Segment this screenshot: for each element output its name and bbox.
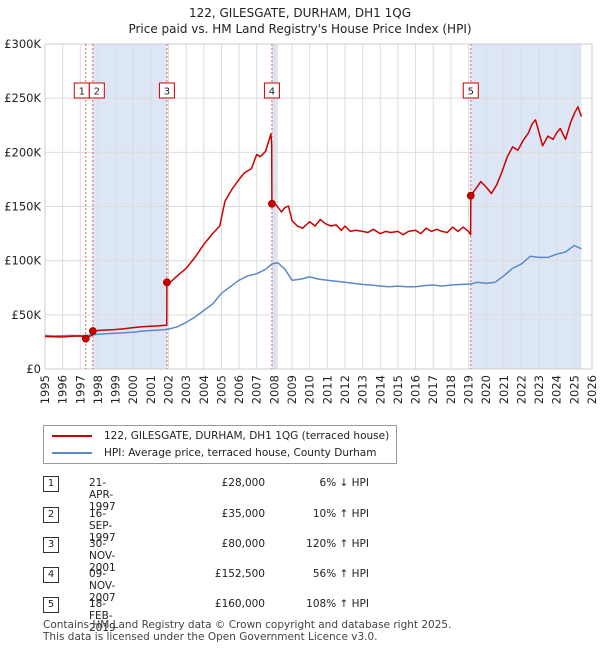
sale-point bbox=[466, 191, 475, 200]
marker-box: 3 bbox=[158, 82, 175, 99]
x-tick-label: 2016 bbox=[409, 375, 423, 404]
transaction-price: £160,000 bbox=[214, 598, 265, 610]
legend-label-hpi: HPI: Average price, terraced house, Coun… bbox=[104, 447, 377, 459]
transaction-hpi-diff: 10% ↑ HPI bbox=[312, 508, 369, 520]
marker-box-label: 1 bbox=[79, 87, 85, 98]
transaction-number: 4 bbox=[43, 567, 59, 583]
marker-box-label: 3 bbox=[164, 87, 170, 98]
x-tick-label: 2000 bbox=[126, 375, 140, 404]
footer-line2: This data is licensed under the Open Gov… bbox=[43, 631, 378, 643]
price-chart: 1 2 3 4 5 £0 £50K £100K £150K £200K £250K £300K 1995… bbox=[4, 37, 599, 404]
marker-box-frame bbox=[88, 82, 105, 99]
x-tick-label: 2010 bbox=[303, 375, 317, 404]
marker-box-frame bbox=[158, 82, 175, 99]
transaction-hpi-diff: 6% ↓ HPI bbox=[319, 477, 369, 489]
x-tick-label: 2024 bbox=[550, 375, 564, 404]
sale-point bbox=[163, 278, 171, 287]
x-tick-label: 2001 bbox=[144, 375, 158, 404]
marker-box-label: 2 bbox=[94, 87, 100, 98]
series-line-property bbox=[44, 106, 583, 340]
x-tick-label: 2003 bbox=[179, 375, 193, 404]
sale-point bbox=[81, 334, 90, 343]
x-tick-label: 2019 bbox=[461, 375, 475, 404]
marker-box-label: 5 bbox=[468, 87, 474, 98]
chart-title-line2: Price paid vs. HM Land Registry's House … bbox=[128, 22, 472, 36]
x-tick-label: 2017 bbox=[426, 375, 440, 404]
legend-line-property bbox=[52, 435, 92, 437]
transaction-date: 16-SEP-1997 bbox=[89, 508, 116, 544]
x-tick-label: 2008 bbox=[267, 375, 281, 404]
y-tick-label: £250K bbox=[4, 91, 41, 105]
transaction-price: £152,500 bbox=[214, 568, 265, 580]
transaction-hpi-diff: 56% ↑ HPI bbox=[312, 568, 369, 580]
x-tick-label: 2015 bbox=[391, 375, 405, 404]
x-tick-label: 2005 bbox=[214, 375, 228, 404]
transaction-number: 1 bbox=[43, 476, 59, 492]
transaction-date: 09-NOV-2007 bbox=[89, 568, 116, 604]
x-tick-label: 2020 bbox=[479, 375, 493, 404]
x-tick-label: 2022 bbox=[514, 375, 528, 404]
x-tick-label: 2002 bbox=[162, 375, 176, 404]
y-tick-label: £300K bbox=[4, 37, 41, 51]
transaction-date: 21-APR-1997 bbox=[89, 477, 116, 513]
x-tick-label: 2026 bbox=[585, 375, 599, 404]
y-tick-label: £100K bbox=[4, 254, 41, 268]
x-tick-label: 1996 bbox=[56, 375, 70, 404]
x-tick-label: 2012 bbox=[338, 375, 352, 404]
marker-box-frame bbox=[462, 82, 479, 99]
transaction-price: £28,000 bbox=[221, 477, 265, 489]
chart-title-line1: 122, GILESGATE, DURHAM, DH1 1QG bbox=[188, 6, 412, 20]
marker-box: 1 bbox=[73, 82, 90, 99]
transaction-number: 5 bbox=[43, 597, 59, 613]
sale-point bbox=[88, 327, 97, 335]
y-tick-label: £50K bbox=[12, 308, 42, 322]
plot-border bbox=[44, 43, 593, 370]
sale-point bbox=[268, 199, 276, 208]
legend-item-hpi: HPI: Average price, terraced house, Coun… bbox=[52, 445, 376, 461]
x-tick-label: 2018 bbox=[444, 375, 458, 404]
x-tick-label: 1999 bbox=[109, 375, 123, 404]
marker-box-label: 4 bbox=[269, 87, 275, 98]
transaction-hpi-diff: 120% ↑ HPI bbox=[306, 538, 369, 550]
chart-legend: 122, GILESGATE, DURHAM, DH1 1QG (terrace… bbox=[43, 425, 397, 464]
transaction-number: 3 bbox=[43, 537, 59, 553]
x-tick-label: 2021 bbox=[497, 375, 511, 404]
x-tick-label: 1997 bbox=[73, 375, 87, 404]
marker-box-frame bbox=[263, 82, 280, 99]
y-tick-label: £200K bbox=[4, 145, 41, 159]
x-tick-label: 2025 bbox=[567, 375, 581, 404]
legend-line-hpi bbox=[52, 452, 92, 454]
x-tick-label: 2009 bbox=[285, 375, 299, 404]
footer-line1: Contains HM Land Registry data © Crown c… bbox=[43, 619, 452, 631]
x-tick-label: 2014 bbox=[373, 375, 387, 404]
x-tick-label: 2011 bbox=[320, 375, 334, 404]
series-line-hpi bbox=[44, 244, 582, 337]
legend-item-property: 122, GILESGATE, DURHAM, DH1 1QG (terrace… bbox=[52, 428, 389, 444]
x-tick-label: 2006 bbox=[232, 375, 246, 404]
footer-attribution: Contains HM Land Registry data © Crown c… bbox=[43, 619, 451, 643]
x-tick-label: 2023 bbox=[532, 375, 546, 404]
x-tick-label: 2013 bbox=[356, 375, 370, 404]
transaction-date: 18-FEB-2019 bbox=[89, 598, 116, 634]
transaction-date: 30-NOV-2001 bbox=[89, 538, 116, 574]
x-tick-label: 1998 bbox=[91, 375, 105, 404]
transaction-hpi-diff: 108% ↑ HPI bbox=[306, 598, 369, 610]
transaction-price: £35,000 bbox=[221, 508, 265, 520]
transaction-number: 2 bbox=[43, 507, 59, 523]
y-tick-label: £0 bbox=[26, 362, 41, 376]
legend-label-property: 122, GILESGATE, DURHAM, DH1 1QG (terrace… bbox=[104, 430, 390, 442]
marker-box: 4 bbox=[263, 82, 280, 99]
x-tick-label: 2004 bbox=[197, 375, 211, 404]
x-tick-label: 1995 bbox=[38, 375, 52, 404]
marker-box: 5 bbox=[462, 82, 479, 99]
marker-box: 2 bbox=[88, 82, 105, 99]
transaction-price: £80,000 bbox=[221, 538, 265, 550]
x-tick-label: 2007 bbox=[250, 375, 264, 404]
y-tick-label: £150K bbox=[4, 200, 41, 214]
